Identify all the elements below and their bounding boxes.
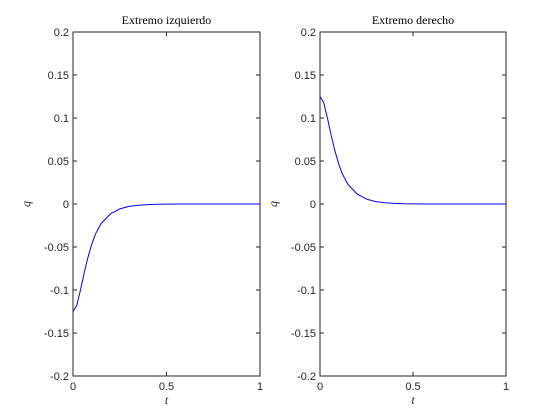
series-right <box>319 96 506 205</box>
y-tick-label-left: -0.1 <box>50 285 69 297</box>
x-tick-label-right: 1 <box>503 381 509 393</box>
y-tick-label-right: 0.15 <box>295 70 316 82</box>
y-tick-label-left: 0.05 <box>48 156 69 168</box>
x-tick-label-right: 0.5 <box>405 381 420 393</box>
series-line-right <box>319 96 506 205</box>
chart-right: Extremo derecho t q 0 0.5 1 -0.2 -0.15 -0.1 -0… <box>266 13 509 407</box>
chart-title-left: Extremo izquierdo <box>122 13 212 27</box>
x-tick-label-left: 0.5 <box>159 381 174 393</box>
y-tick-label-left: 0.2 <box>54 27 69 39</box>
y-tick-label-right: 0.05 <box>295 156 316 168</box>
chart-title-right: Extremo derecho <box>372 13 454 27</box>
y-axis-label-left: q <box>19 201 33 207</box>
y-tick-label-left: 0 <box>63 199 69 211</box>
y-tick-label-right: -0.05 <box>291 242 316 254</box>
x-tick-label-left: 0 <box>70 381 76 393</box>
chart-left: Extremo izquierdo t q 0 0.5 1 -0.2 -0.15 -0.1… <box>19 13 263 407</box>
y-tick-label-right: 0.1 <box>301 113 316 125</box>
y-tick-label-left: -0.2 <box>50 371 69 383</box>
y-axis-label-right: q <box>266 201 280 207</box>
x-axis-label-right: t <box>411 393 415 407</box>
series-line-left <box>72 203 260 312</box>
y-tick-label-right: -0.15 <box>291 328 316 340</box>
y-tick-label-right: -0.1 <box>297 285 316 297</box>
y-tick-label-right: -0.2 <box>297 371 316 383</box>
y-tick-label-right: 0 <box>310 199 316 211</box>
x-tick-label-left: 1 <box>257 381 263 393</box>
y-tick-label-left: -0.15 <box>44 328 69 340</box>
x-axis-label-left: t <box>165 393 169 407</box>
y-tick-label-right: 0.2 <box>301 27 316 39</box>
y-tick-label-left: 0.15 <box>48 70 69 82</box>
series-left <box>72 203 260 312</box>
y-tick-label-left: 0.1 <box>54 113 69 125</box>
x-tick-label-right: 0 <box>317 381 323 393</box>
tick-labels-left: 0 0.5 1 -0.2 -0.15 -0.1 -0.05 0 0.05 0.1 0.15 0.2 <box>44 27 263 393</box>
ticks-left <box>72 31 261 377</box>
y-tick-label-left: -0.05 <box>44 242 69 254</box>
tick-labels-right: 0 0.5 1 -0.2 -0.15 -0.1 -0.05 0 0.05 0.1 0.15 0.2 <box>291 27 509 393</box>
